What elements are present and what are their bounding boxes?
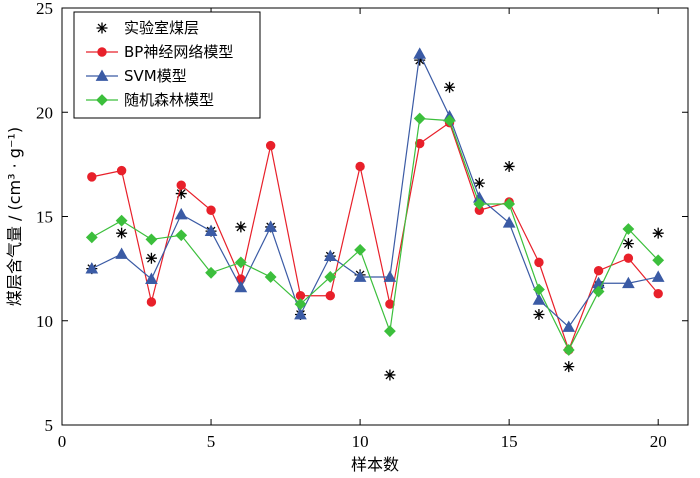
x-axis-title: 样本数 <box>351 455 399 474</box>
data-point <box>532 293 546 305</box>
data-point <box>145 252 157 264</box>
data-point <box>355 161 365 172</box>
data-point <box>87 172 97 182</box>
data-point <box>234 256 247 269</box>
data-point <box>294 298 307 310</box>
data-point <box>533 308 545 320</box>
data-point <box>325 291 335 301</box>
y-tick-label: 5 <box>45 416 54 435</box>
legend-marker <box>97 47 107 57</box>
data-point <box>116 227 128 239</box>
data-point <box>562 344 575 356</box>
series-4 <box>85 112 665 356</box>
data-point <box>652 227 664 239</box>
series-layer <box>85 47 665 381</box>
legend-label: BP神经网络模型 <box>124 43 233 61</box>
data-point <box>264 220 278 232</box>
y-axis-title: 煤层含气量 / (cm³ · g⁻¹) <box>5 127 24 306</box>
data-point <box>563 361 575 373</box>
data-point <box>175 188 187 200</box>
legend-marker <box>96 22 108 34</box>
data-point <box>652 254 665 267</box>
data-point <box>592 285 605 298</box>
data-point <box>443 114 456 127</box>
y-tick-label: 10 <box>36 312 53 331</box>
legend-label: SVM模型 <box>124 67 187 85</box>
data-point <box>205 266 217 279</box>
data-point <box>622 238 634 250</box>
series-3 <box>85 47 665 332</box>
data-point <box>473 177 485 189</box>
data-point <box>534 257 544 268</box>
series-line <box>91 121 659 352</box>
data-point <box>206 205 216 215</box>
data-point <box>384 369 396 381</box>
data-point <box>146 297 157 307</box>
y-tick-label: 25 <box>36 0 53 18</box>
data-point <box>323 249 337 262</box>
data-point <box>651 270 665 282</box>
data-point <box>324 271 337 283</box>
series-line <box>91 117 659 352</box>
y-tick-label: 15 <box>36 208 53 227</box>
data-point <box>175 229 188 242</box>
data-point <box>265 140 276 151</box>
x-tick-label: 0 <box>58 432 67 451</box>
legend-item: BP神经网络模型 <box>86 43 233 61</box>
legend-item: SVM模型 <box>86 67 187 85</box>
data-point <box>353 270 367 282</box>
y-tick-label: 20 <box>36 103 53 122</box>
data-point <box>115 247 128 259</box>
legend-item: 随机森林模型 <box>86 91 214 109</box>
data-point <box>116 165 127 176</box>
x-tick-label: 5 <box>207 432 216 451</box>
data-point <box>502 216 516 228</box>
data-point <box>145 233 158 246</box>
data-point <box>413 47 427 59</box>
data-point <box>354 243 367 256</box>
data-point <box>204 224 218 236</box>
data-point <box>115 214 128 227</box>
x-tick-label: 15 <box>501 432 518 451</box>
data-point <box>235 221 247 233</box>
data-point <box>503 160 515 172</box>
data-point <box>415 138 425 149</box>
data-point <box>503 198 516 210</box>
data-point <box>264 271 277 283</box>
data-point <box>176 180 186 190</box>
data-point <box>593 266 604 276</box>
legend-item: 实验室煤层 <box>96 19 199 37</box>
x-tick-label: 10 <box>352 432 369 451</box>
data-point <box>383 270 397 282</box>
data-point <box>174 207 188 220</box>
legend-label: 实验室煤层 <box>124 19 199 37</box>
data-point <box>413 112 426 125</box>
legend-marker <box>95 69 109 81</box>
legend-box <box>73 11 261 119</box>
data-point <box>383 325 396 338</box>
data-point <box>414 54 426 66</box>
data-point <box>145 272 158 284</box>
legend-marker <box>96 94 108 106</box>
x-tick-label: 20 <box>650 432 667 451</box>
data-point <box>622 223 635 235</box>
data-point <box>85 262 99 274</box>
data-point <box>653 288 663 299</box>
data-point <box>294 307 307 320</box>
data-point <box>533 283 545 296</box>
data-point <box>623 253 634 263</box>
data-point <box>622 276 635 289</box>
data-point <box>234 280 248 293</box>
data-point <box>562 320 576 332</box>
data-point <box>473 198 486 210</box>
data-point <box>444 81 456 93</box>
data-point <box>85 231 98 244</box>
legend-label: 随机森林模型 <box>124 91 214 109</box>
